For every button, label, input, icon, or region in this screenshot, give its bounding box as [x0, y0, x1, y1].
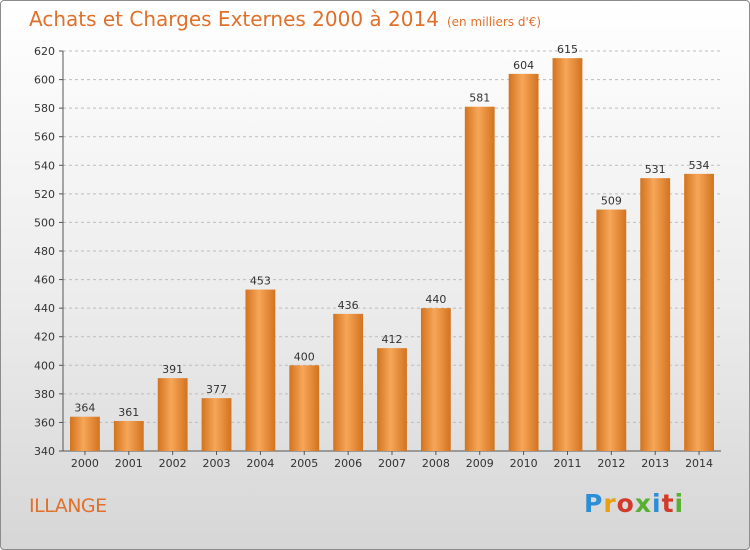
- data-label-2014: 534: [689, 159, 710, 172]
- bar-2006: [333, 313, 364, 451]
- x-tick-label-2001: 2001: [115, 457, 143, 470]
- y-tick-label: 420: [34, 331, 55, 344]
- bar-2008: [420, 308, 451, 451]
- y-tick-label: 340: [34, 445, 55, 458]
- data-label-2002: 391: [162, 363, 183, 376]
- bar-2000: [70, 416, 100, 451]
- data-label-2011: 615: [557, 43, 578, 56]
- y-tick-label: 620: [34, 45, 55, 58]
- data-label-2004: 453: [250, 275, 271, 288]
- y-tick-label: 480: [34, 245, 55, 258]
- bars: [70, 58, 714, 452]
- y-tick-label: 600: [34, 74, 55, 87]
- bar-2003: [201, 398, 232, 451]
- y-tick-label: 360: [34, 416, 55, 429]
- bar-2004: [245, 289, 276, 451]
- bar-2009: [464, 106, 495, 451]
- x-tick-label-2014: 2014: [685, 457, 713, 470]
- data-label-2007: 412: [382, 333, 403, 346]
- y-tick-label: 560: [34, 131, 55, 144]
- y-tick-label: 400: [34, 359, 55, 372]
- data-label-2010: 604: [513, 59, 534, 72]
- bar-2002: [157, 378, 188, 451]
- y-tick-label: 500: [34, 216, 55, 229]
- x-tick-label-2008: 2008: [422, 457, 450, 470]
- data-label-2000: 364: [74, 402, 95, 415]
- y-tick-label: 520: [34, 188, 55, 201]
- x-tick-label-2004: 2004: [246, 457, 274, 470]
- city-name: ILLANGE: [29, 495, 107, 517]
- data-label-2008: 440: [425, 293, 446, 306]
- x-tick-label-2000: 2000: [71, 457, 99, 470]
- x-tick-label-2012: 2012: [597, 457, 625, 470]
- data-label-2001: 361: [118, 406, 139, 419]
- data-label-2012: 509: [601, 195, 622, 208]
- x-tick-label-2011: 2011: [553, 457, 581, 470]
- data-label-2005: 400: [294, 350, 315, 363]
- x-tick-label-2003: 2003: [203, 457, 231, 470]
- bar-2011: [552, 58, 583, 452]
- y-tick-label: 440: [34, 302, 55, 315]
- y-tick-label: 540: [34, 159, 55, 172]
- proxiti-logo[interactable]: Proxiti: [584, 489, 685, 518]
- bar-2010: [508, 73, 539, 451]
- bar-2005: [289, 365, 320, 451]
- x-tick-label-2009: 2009: [466, 457, 494, 470]
- data-label-2003: 377: [206, 383, 227, 396]
- bar-2007: [377, 348, 407, 451]
- y-tick-label: 460: [34, 274, 55, 287]
- bar-2014: [684, 173, 714, 451]
- chart-subtitle: (en milliers d'€): [446, 15, 542, 29]
- y-tick-label: 380: [34, 388, 55, 401]
- x-tick-label-2002: 2002: [159, 457, 187, 470]
- data-label-2006: 436: [338, 299, 359, 312]
- x-tick-label-2010: 2010: [510, 457, 538, 470]
- x-tick-label-2005: 2005: [290, 457, 318, 470]
- data-label-2009: 581: [469, 92, 490, 105]
- chart-title: Achats et Charges Externes 2000 à 2014 (e…: [29, 7, 541, 31]
- data-label-2013: 531: [645, 163, 666, 176]
- x-tick-label-2006: 2006: [334, 457, 362, 470]
- y-tick-label: 580: [34, 102, 55, 115]
- x-tick-label-2013: 2013: [641, 457, 669, 470]
- chart-title-text: Achats et Charges Externes 2000 à 2014: [29, 7, 439, 31]
- bar-2012: [596, 209, 627, 451]
- bar-2013: [640, 178, 671, 451]
- bar-2001: [113, 421, 144, 451]
- x-tick-label-2007: 2007: [378, 457, 406, 470]
- data-labels: 364 361 391 377 453 400 436 412 440 581 604 615 509 5…: [74, 43, 709, 419]
